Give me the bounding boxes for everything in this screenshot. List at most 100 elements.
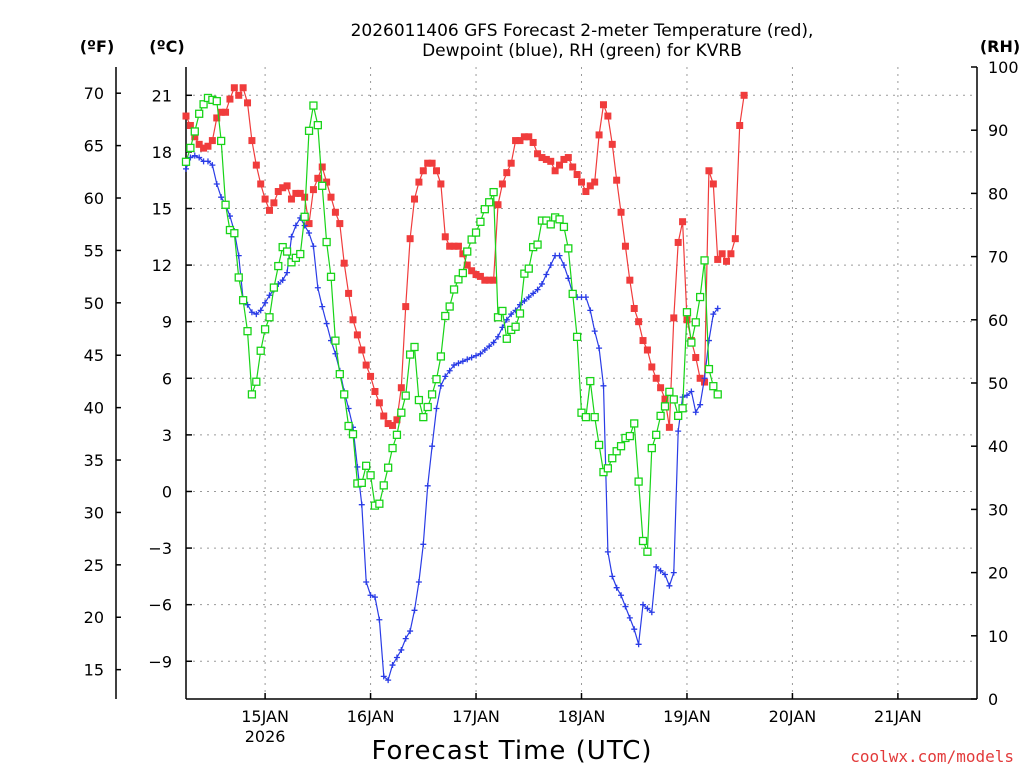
rh-point — [252, 377, 261, 386]
temperature-point — [503, 169, 511, 177]
temperature-point — [692, 354, 700, 362]
dewpoint-point — [688, 388, 695, 395]
temperature-point — [556, 161, 564, 169]
temperature-point — [507, 159, 515, 167]
rh-point — [634, 477, 643, 486]
dewpoint-point — [213, 180, 220, 187]
celsius-tick-label: 18 — [152, 143, 172, 162]
fahrenheit-tick-label: 40 — [84, 399, 104, 418]
celsius-tick-label: −3 — [148, 539, 172, 558]
rh-point — [564, 244, 573, 253]
dewpoint-point — [424, 482, 431, 489]
dewpoint-point — [600, 382, 607, 389]
rh-point — [533, 240, 542, 249]
rh-point — [212, 96, 221, 106]
temperature-point — [287, 195, 295, 203]
temperature-point — [648, 363, 656, 371]
dewpoint-point — [714, 305, 721, 312]
dewpoint-point — [666, 582, 673, 589]
temperature-point — [380, 412, 388, 420]
temperature-point — [437, 180, 445, 188]
celsius-axis-unit: (ºC) — [149, 37, 184, 56]
rh-point — [278, 242, 287, 252]
rh-point — [700, 256, 709, 265]
rh-point — [590, 412, 599, 422]
temperature-point — [261, 195, 269, 203]
temperature-point — [727, 250, 735, 258]
dewpoint-point — [284, 269, 291, 276]
rh-point — [348, 430, 358, 439]
temperature-point — [472, 271, 480, 279]
rh-point — [375, 499, 384, 508]
rh-point — [713, 390, 722, 399]
rh-point — [665, 387, 674, 396]
rh-point — [546, 220, 555, 229]
rh-point — [682, 308, 692, 317]
temperature-point — [248, 137, 256, 145]
temperature-point — [358, 346, 366, 354]
temperature-point — [226, 95, 234, 103]
rh-point — [515, 309, 525, 318]
rh-point — [652, 430, 661, 439]
dewpoint-point — [262, 299, 269, 306]
rh-point — [199, 100, 208, 109]
temperature-point — [200, 144, 208, 152]
dewpoint-point — [710, 311, 717, 318]
rh-point — [419, 412, 428, 422]
rh-point — [603, 464, 613, 473]
dewpoint-point — [530, 290, 537, 297]
rh-point — [217, 136, 226, 146]
temperature-point — [635, 318, 643, 326]
rh-axis-unit: (RH) — [980, 37, 1020, 56]
temperature-point — [406, 235, 414, 243]
celsius-tick-label: 3 — [162, 426, 172, 445]
dewpoint-point — [547, 262, 554, 269]
temperature-point — [375, 399, 383, 407]
rh-point — [687, 338, 696, 347]
dewpoint-point — [437, 382, 444, 389]
temperature-point — [674, 238, 682, 246]
dewpoint-point — [640, 601, 647, 608]
temperature-point — [296, 189, 304, 197]
rh-point — [181, 157, 191, 166]
dewpoint-point — [609, 573, 616, 580]
dewpoint-point — [701, 375, 708, 382]
temperature-point — [204, 142, 212, 150]
rh-point — [221, 200, 230, 209]
temperature-point — [265, 206, 273, 214]
temperature-point — [661, 395, 669, 403]
temperature-point — [679, 218, 687, 226]
rh-point — [616, 442, 626, 451]
temperature-point — [604, 112, 612, 120]
dewpoint-point — [411, 607, 418, 614]
dewpoint-point — [257, 307, 264, 314]
dewpoint-point — [635, 641, 642, 648]
temperature-point — [657, 384, 665, 392]
fahrenheit-tick-label: 50 — [84, 294, 104, 313]
rh-point — [260, 325, 270, 334]
fahrenheit-tick-label: 25 — [84, 556, 104, 575]
dewpoint-point — [407, 628, 414, 635]
temperature-point — [529, 138, 537, 146]
rh-point — [362, 461, 371, 470]
temperature-point — [494, 201, 502, 209]
dewpoint-point — [534, 286, 541, 293]
rh-point — [304, 126, 314, 135]
rh-point — [555, 215, 564, 224]
rh-point — [414, 395, 424, 405]
temperature-point — [257, 180, 265, 188]
temperature-point — [222, 108, 230, 116]
dewpoint-point — [253, 311, 260, 318]
temperature-point — [318, 163, 326, 171]
rh-point — [445, 302, 454, 311]
dewpoint-point — [560, 262, 567, 269]
dewpoint-point — [248, 309, 255, 316]
temperature-point — [520, 133, 528, 141]
temperature-point — [279, 184, 287, 192]
rh-point — [572, 332, 582, 342]
rh-point — [379, 481, 388, 490]
rh-point — [322, 237, 331, 247]
dewpoint-point — [367, 592, 374, 599]
dewpoint-point — [473, 352, 480, 359]
temperature-point — [538, 154, 546, 162]
